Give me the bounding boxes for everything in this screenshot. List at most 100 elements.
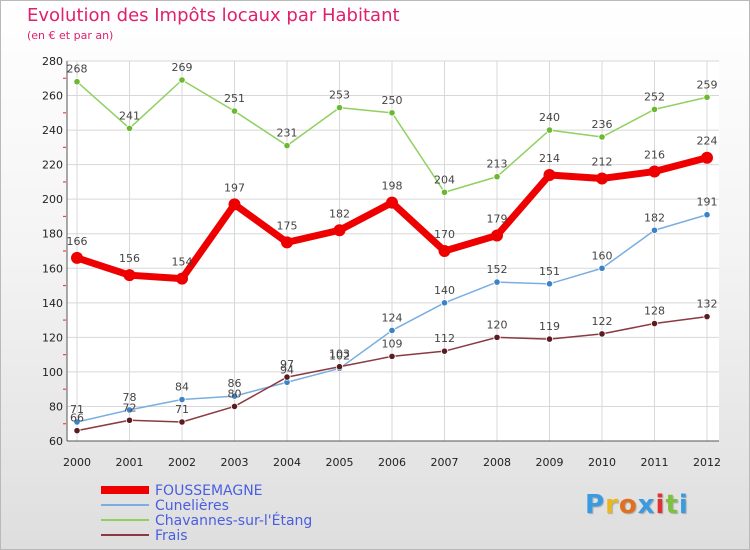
data-label-frais: 120 xyxy=(487,318,508,331)
data-point-cunelieres xyxy=(440,299,449,307)
data-label-foussemagne: 179 xyxy=(487,212,508,225)
data-label-frais: 66 xyxy=(70,412,84,425)
x-tick-label: 2011 xyxy=(641,456,669,469)
data-point-frais xyxy=(493,333,501,341)
data-point-frais xyxy=(545,335,554,343)
x-tick-label: 2012 xyxy=(693,456,721,469)
y-tick-label: 60 xyxy=(49,435,63,448)
data-label-cunelieres: 191 xyxy=(697,196,718,209)
legend-item-foussemagne: FOUSSEMAGNE xyxy=(101,484,312,499)
legend-swatch-frais xyxy=(101,534,149,536)
data-label-foussemagne: 170 xyxy=(434,228,455,241)
data-label-foussemagne: 197 xyxy=(224,181,245,194)
data-point-chavannes-sur-l-etang xyxy=(230,107,239,115)
data-label-frais: 71 xyxy=(175,403,189,416)
data-label-cunelieres: 160 xyxy=(592,249,613,262)
data-label-foussemagne: 154 xyxy=(172,256,193,269)
data-point-foussemagne xyxy=(123,269,136,282)
data-point-cunelieres xyxy=(73,418,81,426)
data-label-cunelieres: 84 xyxy=(175,381,189,394)
data-label-cunelieres: 124 xyxy=(382,311,403,324)
data-point-foussemagne xyxy=(71,251,83,264)
data-label-chavannes-sur-l-etang: 240 xyxy=(539,111,560,124)
data-label-cunelieres: 151 xyxy=(539,265,560,278)
data-point-foussemagne xyxy=(701,151,713,164)
x-tick-label: 2001 xyxy=(116,456,144,469)
data-label-cunelieres: 94 xyxy=(280,363,294,376)
data-point-chavannes-sur-l-etang xyxy=(703,93,711,101)
data-point-cunelieres xyxy=(545,280,554,288)
data-label-foussemagne: 216 xyxy=(644,149,665,162)
data-label-frais: 97 xyxy=(280,358,294,371)
data-label-cunelieres: 78 xyxy=(123,391,137,404)
x-tick-label: 2009 xyxy=(536,456,564,469)
x-tick-label: 2006 xyxy=(378,456,406,469)
data-label-cunelieres: 102 xyxy=(329,349,350,362)
legend-label-foussemagne: FOUSSEMAGNE xyxy=(155,483,263,499)
data-label-frais: 103 xyxy=(329,348,350,361)
legend-label-chavannes-sur-l-etang: Chavannes-sur-l'Étang xyxy=(155,513,313,529)
data-label-cunelieres: 140 xyxy=(434,284,455,297)
data-point-foussemagne xyxy=(386,196,398,209)
data-label-frais: 119 xyxy=(539,320,560,333)
data-label-chavannes-sur-l-etang: 250 xyxy=(382,94,403,107)
plot-area xyxy=(67,61,719,441)
legend-item-frais: Frais xyxy=(101,529,312,544)
data-point-foussemagne xyxy=(543,169,556,181)
y-tick-label: 120 xyxy=(42,331,63,344)
legend-label-cunelieres: Cunelières xyxy=(155,498,229,514)
y-tick-label: 140 xyxy=(42,297,63,310)
y-tick-label: 280 xyxy=(42,55,63,68)
data-label-foussemagne: 214 xyxy=(539,152,560,165)
data-label-frais: 72 xyxy=(123,401,137,414)
legend-swatch-cunelieres xyxy=(101,504,149,506)
data-label-foussemagne: 198 xyxy=(382,180,403,193)
y-tick-label: 220 xyxy=(42,159,63,172)
data-label-chavannes-sur-l-etang: 259 xyxy=(697,78,718,91)
data-point-frais xyxy=(73,427,81,435)
y-tick-label: 260 xyxy=(42,90,63,103)
data-point-frais xyxy=(335,363,344,371)
data-point-chavannes-sur-l-etang xyxy=(73,78,81,86)
data-point-foussemagne xyxy=(333,224,346,237)
data-point-chavannes-sur-l-etang xyxy=(283,142,291,150)
data-point-chavannes-sur-l-etang xyxy=(335,104,344,112)
chart-subtitle: (en € et par an) xyxy=(27,29,114,42)
data-label-chavannes-sur-l-etang: 231 xyxy=(277,127,298,140)
y-tick-label: 180 xyxy=(42,228,63,241)
data-point-foussemagne xyxy=(648,165,661,178)
y-tick-label: 200 xyxy=(42,193,63,206)
legend-label-frais: Frais xyxy=(155,528,188,544)
data-label-chavannes-sur-l-etang: 241 xyxy=(119,109,140,122)
legend-swatch-chavannes-sur-l-etang xyxy=(101,519,149,521)
data-label-foussemagne: 212 xyxy=(592,155,613,168)
data-label-foussemagne: 166 xyxy=(67,235,88,248)
data-point-frais xyxy=(440,347,449,355)
data-label-cunelieres: 86 xyxy=(228,377,242,390)
data-point-cunelieres xyxy=(178,395,186,404)
y-tick-label: 80 xyxy=(49,400,63,413)
chart-legend: FOUSSEMAGNE Cunelières Chavannes-sur-l'Éta… xyxy=(101,484,312,544)
data-label-chavannes-sur-l-etang: 253 xyxy=(329,89,350,102)
data-label-frais: 109 xyxy=(382,337,403,350)
legend-item-chavannes-sur-l-etang: Chavannes-sur-l'Étang xyxy=(101,514,312,529)
data-label-frais: 80 xyxy=(228,387,242,400)
y-tick-label: 240 xyxy=(42,124,63,137)
data-point-frais xyxy=(650,319,659,328)
y-tick-label: 160 xyxy=(42,262,63,275)
data-label-foussemagne: 224 xyxy=(697,135,718,148)
data-point-frais xyxy=(598,330,606,338)
data-point-chavannes-sur-l-etang xyxy=(650,105,659,113)
x-tick-label: 2008 xyxy=(483,456,511,469)
data-point-chavannes-sur-l-etang xyxy=(178,76,186,84)
data-point-cunelieres xyxy=(650,226,659,234)
data-label-chavannes-sur-l-etang: 213 xyxy=(487,158,508,171)
data-point-cunelieres xyxy=(125,406,134,414)
data-label-chavannes-sur-l-etang: 204 xyxy=(434,173,455,186)
data-label-chavannes-sur-l-etang: 269 xyxy=(172,61,193,74)
data-point-frais xyxy=(283,373,291,381)
x-tick-label: 2005 xyxy=(326,456,354,469)
proxiti-logo: Proxiti xyxy=(585,490,689,520)
data-label-foussemagne: 175 xyxy=(277,219,298,232)
data-point-chavannes-sur-l-etang xyxy=(125,124,134,132)
